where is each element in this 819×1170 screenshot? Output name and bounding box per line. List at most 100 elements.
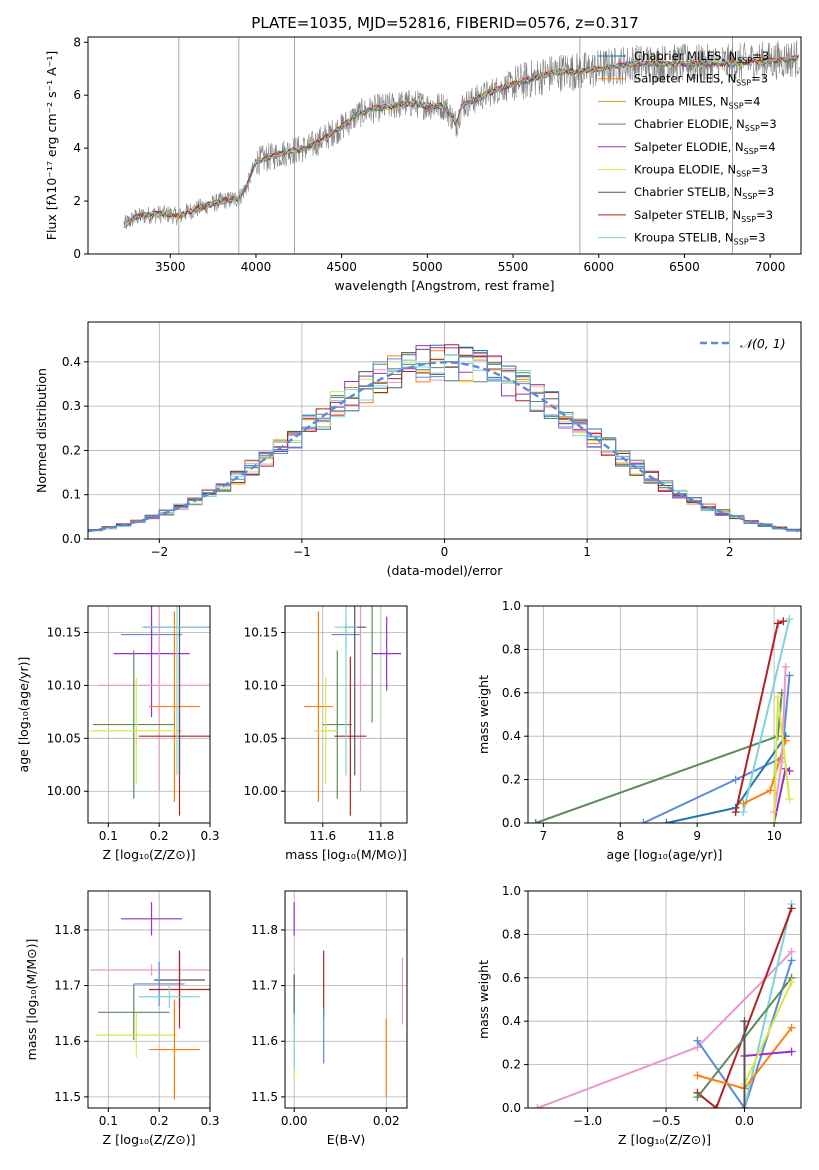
x-axis-label: E(B-V) [327, 1132, 366, 1147]
mass-weight-marker [787, 978, 796, 987]
legend-entry: Salpeter ELODIE, NSSP=4 [634, 140, 776, 156]
spectrum-title: PLATE=1035, MJD=52816, FIBERID=0576, z=0… [251, 14, 638, 32]
x-tick-label: 7 [540, 829, 548, 843]
y-tick-label: 10.15 [244, 625, 278, 639]
legend-subscript: SSP [734, 238, 749, 247]
data-point [133, 961, 185, 1007]
data-point [334, 656, 367, 816]
legend-entry: Salpeter STELIB, NSSP=3 [634, 208, 773, 224]
legend-label: Kroupa ELODIE, N [634, 163, 736, 177]
legend-suffix: =4 [744, 94, 761, 108]
plot-area [533, 900, 796, 1108]
x-tick-label: 11.6 [309, 829, 336, 843]
mass-vs-ebv-panel: 0.00 0.02 11.5 11.6 11.7 11.8 E(B-V) [251, 890, 408, 1147]
legend-label: Chabrier MILES, N [634, 49, 737, 63]
x-tick-label: 0.1 [99, 829, 118, 843]
age-vs-metallicity-panel: 0.1 0.2 0.3 10.00 10.05 10.10 10.15 Z [log₁₀(Z/… [16, 605, 220, 862]
x-tick-label: 4000 [241, 260, 272, 274]
y-tick-label: 10.00 [47, 784, 81, 798]
y-tick-label: 11.7 [54, 979, 81, 993]
legend-entry: Kroupa STELIB, NSSP=3 [634, 231, 765, 247]
data-point [372, 616, 402, 691]
x-axis-label: age [log₁₀(age/yr)] [607, 847, 723, 862]
data-point [98, 606, 210, 792]
y-tick-label: 0.6 [502, 971, 521, 985]
x-tick-label: 6000 [583, 260, 614, 274]
y-tick-label: 10.05 [47, 731, 81, 745]
mass-weight-marker [739, 808, 748, 817]
legend-entry: Chabrier MILES, NSSP=3 [634, 49, 769, 65]
data-point [121, 902, 183, 936]
axes-frame [284, 605, 408, 824]
axes-frame [527, 605, 802, 824]
legend-subscript: SSP [741, 215, 756, 224]
y-tick-label: 0.0 [502, 1101, 521, 1115]
y-tick-label: 0.6 [502, 686, 521, 700]
mass-weight-series-line [696, 960, 793, 1108]
mass-weight-vs-age-panel: 7 8 9 10 0.0 0.2 0.4 0.6 0.8 1.0 age [log₁₀(age/yr… [476, 599, 802, 862]
y-tick-label: 1.0 [502, 884, 521, 898]
mass-weight-marker [787, 904, 796, 913]
y-tick-label: 1.0 [502, 599, 521, 613]
age-vs-mass-panel: 11.6 11.8 10.00 10.05 10.10 10.15 mass [log₁₀(… [244, 605, 408, 862]
data-point [95, 1012, 177, 1058]
legend-label: Chabrier STELIB, N [634, 185, 742, 199]
x-tick-label: −0.5 [651, 1114, 680, 1128]
y-tick-label: 8 [73, 35, 81, 49]
mass-weight-marker [712, 1104, 721, 1108]
y-tick-label: 11.6 [54, 1034, 81, 1048]
x-tick-label: 8 [616, 829, 624, 843]
mass-weight-marker [785, 671, 794, 680]
legend-suffix: =3 [752, 49, 769, 63]
mass-weight-marker [787, 947, 796, 956]
mass-weight-marker [773, 693, 782, 702]
mass-weight-series-line [743, 903, 793, 1108]
x-axis-label: Z [log₁₀(Z/Z⊙)] [103, 847, 196, 862]
model-spectrum-line [123, 54, 799, 226]
mass-weight-marker [766, 786, 775, 795]
legend-entry: Kroupa MILES, NSSP=4 [634, 94, 760, 110]
x-tick-label: 0.2 [150, 829, 169, 843]
y-axis-label: mass weight [476, 675, 491, 754]
data-point [149, 611, 200, 802]
x-axis-label: wavelength [Angstrom, rest frame] [334, 278, 554, 293]
y-axis-label: mass weight [476, 960, 491, 1039]
data-point [149, 999, 200, 1100]
x-tick-label: 10 [766, 829, 781, 843]
y-tick-label: 0.2 [502, 773, 521, 787]
data-point [322, 650, 352, 799]
mass-weight-marker [693, 1036, 702, 1045]
legend-subscript: SSP [736, 79, 751, 88]
mass-weight-marker [531, 819, 540, 823]
spectrum-panel: 3500 4000 4500 5000 5500 6000 6500 7000 0 2 4 6 8 wav… [44, 35, 802, 293]
mass-weight-marker [739, 799, 748, 808]
legend-subscript: SSP [742, 192, 757, 201]
mass-weight-marker [773, 732, 782, 741]
model-spectrum-line [123, 55, 799, 226]
y-tick-label: 0.2 [502, 1058, 521, 1072]
x-axis-label: Z [log₁₀(Z/Z⊙)] [618, 1132, 711, 1147]
x-tick-label: −1.0 [573, 1114, 602, 1128]
y-tick-label: 11.7 [251, 979, 278, 993]
axes-frame [87, 605, 211, 824]
y-tick-label: 0 [73, 247, 81, 261]
x-tick-label: 7000 [755, 260, 786, 274]
legend-entry: Salpeter MILES, NSSP=3 [634, 72, 768, 88]
x-tick-label: 9 [693, 829, 701, 843]
axes-frame [284, 890, 408, 1109]
x-tick-label: 4500 [326, 260, 357, 274]
legend-label: Salpeter ELODIE, N [634, 140, 744, 154]
y-tick-label: 10.05 [244, 731, 278, 745]
mass-weight-marker [639, 819, 648, 823]
mass-weight-marker [533, 1104, 542, 1108]
axes-frame [527, 890, 802, 1109]
mass-vs-metallicity-panel: 0.1 0.2 0.3 11.5 11.6 11.7 11.8 Z [log₁₀(Z/Z⊙)]… [24, 890, 220, 1147]
residual-histogram-panel: −2 −1 0 1 2 0.0 0.1 0.2 0.3 0.4 (data-model)/error… [34, 321, 802, 578]
axes-frame [87, 890, 211, 1109]
y-tick-label: 11.8 [251, 923, 278, 937]
mass-weight-series-line [744, 1050, 792, 1057]
y-tick-label: 2 [73, 194, 81, 208]
mass-weight-marker [731, 808, 740, 817]
data-point [90, 964, 210, 976]
